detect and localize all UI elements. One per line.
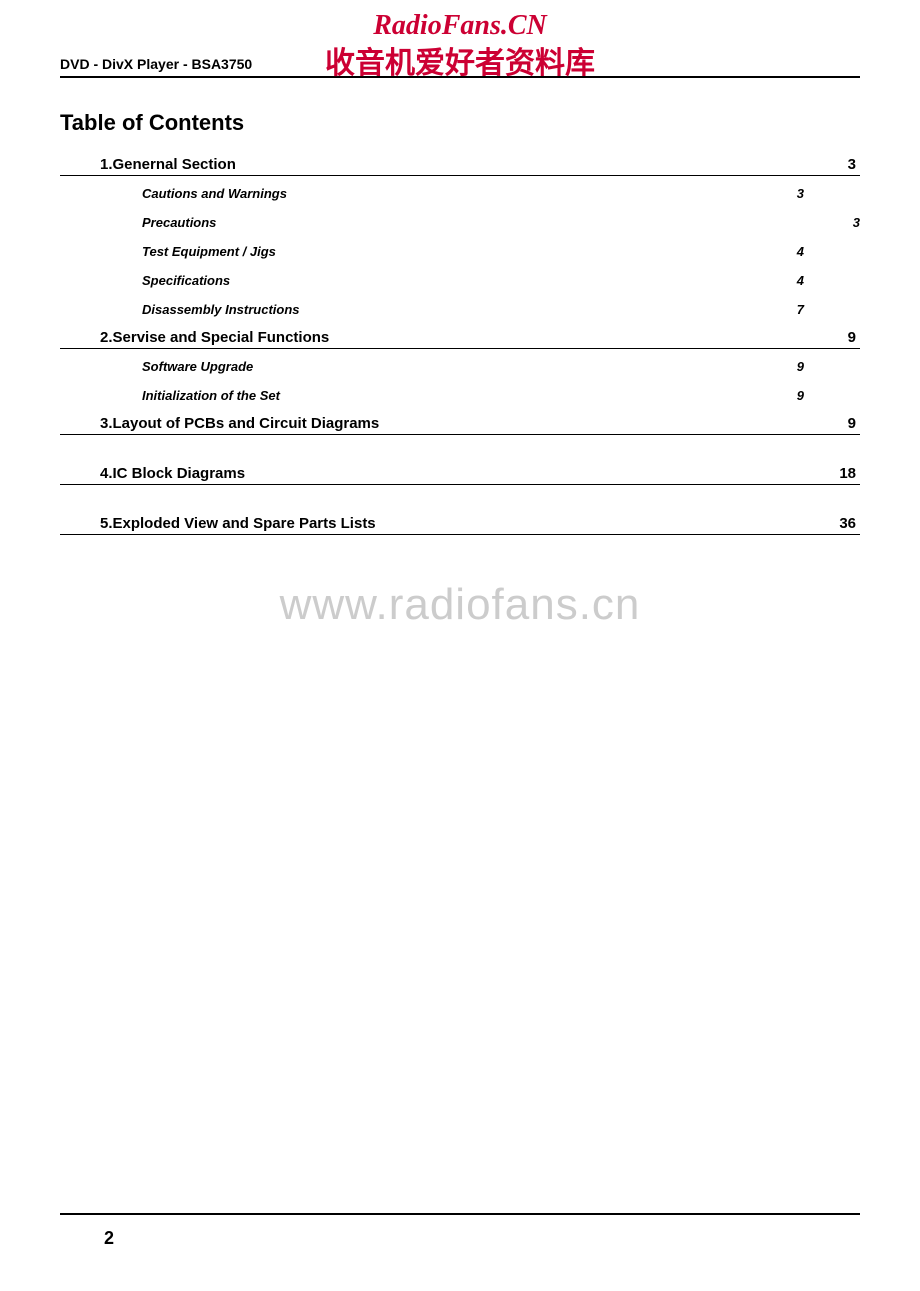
sub-page: 4	[797, 244, 860, 259]
watermark-chinese: 收音机爱好者资料库	[325, 38, 595, 82]
sub-page: 9	[797, 388, 860, 403]
section-title: 4.IC Block Diagrams	[60, 465, 245, 482]
section-row: 1.Genernal Section 3	[60, 154, 860, 176]
section-page: 9	[848, 415, 860, 432]
section-row: 4.IC Block Diagrams 18	[60, 463, 860, 485]
section-title: 5.Exploded View and Spare Parts Lists	[60, 515, 376, 532]
sub-title: Initialization of the Set	[60, 388, 280, 403]
sub-page: 4	[797, 273, 860, 288]
sub-row: Initialization of the Set 9	[60, 384, 860, 407]
section-page: 36	[839, 515, 860, 532]
section-page: 9	[848, 329, 860, 346]
sub-row: Software Upgrade 9	[60, 355, 860, 378]
sub-title: Precautions	[60, 215, 216, 230]
sub-row: Disassembly Instructions 7	[60, 298, 860, 321]
footer-rule	[60, 1213, 860, 1215]
sub-title: Specifications	[60, 273, 230, 288]
section-title: 2.Servise and Special Functions	[60, 329, 329, 346]
toc-body: 1.Genernal Section 3 Cautions and Warnin…	[60, 148, 860, 535]
sub-title: Cautions and Warnings	[60, 186, 287, 201]
document-page: RadioFans.CN 收音机爱好者资料库 DVD - DivX Player…	[0, 0, 920, 1291]
section-page: 18	[839, 465, 860, 482]
section-row: 5.Exploded View and Spare Parts Lists 36	[60, 513, 860, 535]
sub-page: 9	[797, 359, 860, 374]
sub-row: Test Equipment / Jigs 4	[60, 240, 860, 263]
sub-title: Software Upgrade	[60, 359, 253, 374]
page-number: 2	[104, 1228, 114, 1249]
watermark-url: www.radiofans.cn	[0, 580, 920, 630]
sub-row: Specifications 4	[60, 269, 860, 292]
toc-title: Table of Contents	[60, 110, 244, 136]
header-text: DVD - DivX Player - BSA3750	[60, 56, 252, 72]
watermark-top: RadioFans.CN 收音机爱好者资料库	[325, 10, 595, 82]
sub-row: Cautions and Warnings 3	[60, 182, 860, 205]
sub-title: Disassembly Instructions	[60, 302, 300, 317]
section-row: 2.Servise and Special Functions 9	[60, 327, 860, 349]
section-page: 3	[848, 156, 860, 173]
sub-row: Precautions 3	[60, 211, 860, 234]
section-title: 1.Genernal Section	[60, 156, 236, 173]
sub-page: 7	[797, 302, 860, 317]
sub-title: Test Equipment / Jigs	[60, 244, 276, 259]
section-title: 3.Layout of PCBs and Circuit Diagrams	[60, 415, 379, 432]
sub-page: 3	[797, 186, 860, 201]
sub-page: 3	[853, 215, 860, 230]
section-row: 3.Layout of PCBs and Circuit Diagrams 9	[60, 413, 860, 435]
